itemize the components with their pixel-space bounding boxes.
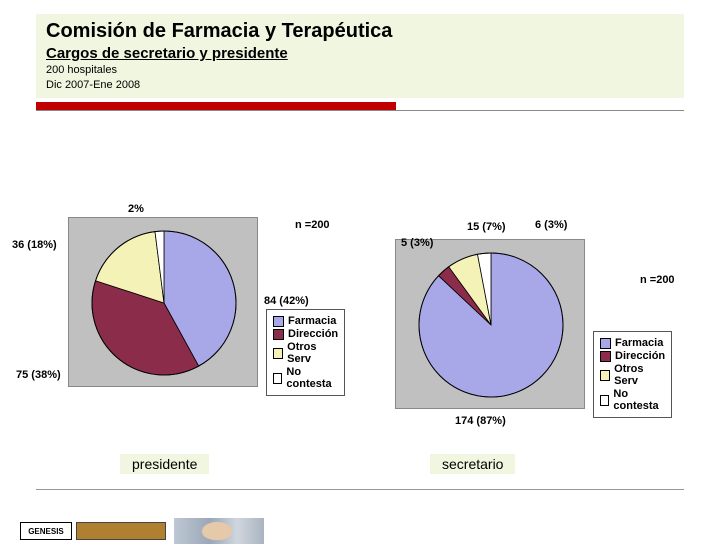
meta-line-2: Dic 2007-Ene 2008 <box>46 79 674 92</box>
header-rule <box>36 110 684 111</box>
legend-swatch <box>273 329 284 340</box>
pie-slice-label: 174 (87%) <box>455 415 506 427</box>
pie-slice-label: 84 (42%) <box>264 295 309 307</box>
legend-label: Farmacia <box>288 315 336 327</box>
legend-label: No contesta <box>613 388 665 412</box>
meta-line-1: 200 hospitales <box>46 64 674 77</box>
pie-slice-label: 75 (38%) <box>16 369 61 381</box>
caption-secretario: secretario <box>430 454 515 474</box>
pie-svg-left <box>69 218 259 388</box>
legend-swatch <box>273 348 283 359</box>
legend-label: Dirección <box>288 328 338 340</box>
legend-swatch <box>600 338 611 349</box>
caption-presidente: presidente <box>120 454 209 474</box>
legend-swatch <box>600 395 609 406</box>
footer-badge: GENESIS <box>20 518 264 544</box>
legend-right: FarmaciaDirecciónOtros ServNo contesta <box>593 331 672 418</box>
legend-item: Otros Serv <box>273 341 338 365</box>
accent-bar <box>36 102 396 110</box>
legend-swatch <box>600 370 610 381</box>
pie-svg-right <box>396 240 586 410</box>
page-title: Comisión de Farmacia y Terapéutica <box>46 20 674 43</box>
pie-slice-label: 2% <box>128 203 144 215</box>
legend-swatch <box>273 316 284 327</box>
legend-item: Dirección <box>600 350 665 362</box>
legend-swatch <box>273 373 282 384</box>
n-label-left: n =200 <box>295 219 330 231</box>
pie-slice-label: 36 (18%) <box>12 239 57 251</box>
legend-item: Farmacia <box>600 337 665 349</box>
footer-photo <box>174 518 264 544</box>
legend-swatch <box>600 351 611 362</box>
legend-item: Dirección <box>273 328 338 340</box>
footer-logo: GENESIS <box>20 522 72 540</box>
legend-item: No contesta <box>273 366 338 390</box>
n-label-right: n =200 <box>640 274 675 286</box>
legend-label: Dirección <box>615 350 665 362</box>
pie-slice-label: 6 (3%) <box>535 219 567 231</box>
legend-label: Otros Serv <box>287 341 338 365</box>
legend-left: FarmaciaDirecciónOtros ServNo contesta <box>266 309 345 396</box>
legend-item: No contesta <box>600 388 665 412</box>
pie-slice-label: 15 (7%) <box>467 221 506 233</box>
charts-row: n =200 n =200 FarmaciaDirecciónOtros Ser… <box>0 199 720 459</box>
pie-plot-area-left <box>68 217 258 387</box>
page-subtitle: Cargos de secretario y presidente <box>46 45 674 62</box>
bottom-rule <box>36 489 684 490</box>
legend-label: Otros Serv <box>614 363 665 387</box>
footer-org-badge <box>76 522 166 540</box>
legend-item: Otros Serv <box>600 363 665 387</box>
legend-label: Farmacia <box>615 337 663 349</box>
pie-plot-area-right <box>395 239 585 409</box>
pie-slice-label: 5 (3%) <box>401 237 433 249</box>
legend-label: No contesta <box>286 366 338 390</box>
header-block: Comisión de Farmacia y Terapéutica Cargo… <box>36 14 684 98</box>
legend-item: Farmacia <box>273 315 338 327</box>
